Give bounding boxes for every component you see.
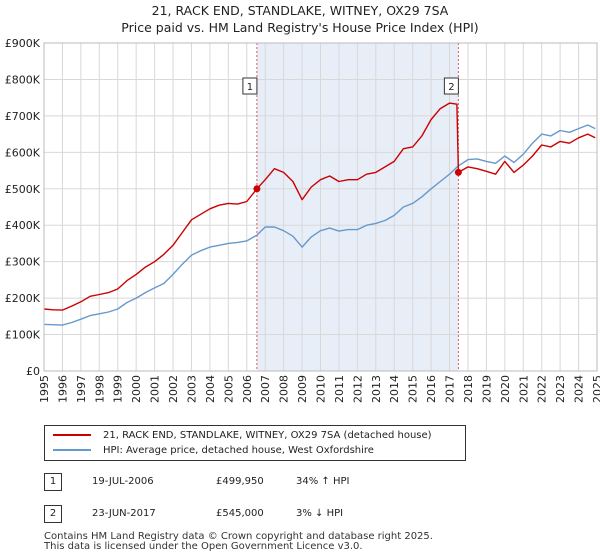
legend-item-hpi: HPI: Average price, detached house, West… xyxy=(53,444,374,458)
legend-label-property: 21, RACK END, STANDLAKE, WITNEY, OX29 7S… xyxy=(103,430,432,441)
footer-licence: This data is licensed under the Open Gov… xyxy=(44,541,363,552)
chart-legend: 21, RACK END, STANDLAKE, WITNEY, OX29 7S… xyxy=(44,425,466,461)
legend-swatch-property xyxy=(53,434,91,436)
footer-copyright: Contains HM Land Registry data © Crown c… xyxy=(44,531,433,542)
x-tick-label: 2013 xyxy=(370,375,383,403)
hpi-series-line xyxy=(43,124,596,326)
chart-title-block: 21, RACK END, STANDLAKE, WITNEY, OX29 7S… xyxy=(0,2,600,36)
chart-subtitle: Price paid vs. HM Land Registry's House … xyxy=(121,20,479,35)
x-tick-label: 2011 xyxy=(333,375,346,403)
sale-badge: 1 xyxy=(44,473,62,491)
x-tick-label: 2021 xyxy=(517,375,530,403)
x-tick-label: 2015 xyxy=(407,375,420,403)
x-tick-label: 2023 xyxy=(554,375,567,403)
chart-title: 21, RACK END, STANDLAKE, WITNEY, OX29 7S… xyxy=(151,3,449,18)
y-tick-label: £800K xyxy=(5,73,41,86)
sale-price: £545,000 xyxy=(216,508,264,519)
y-tick-label: £200K xyxy=(5,292,41,305)
sale-label-box-2 xyxy=(443,77,459,95)
x-tick-label: 2001 xyxy=(149,375,162,403)
x-tick-label: 2017 xyxy=(444,375,457,403)
x-tick-label: 2009 xyxy=(296,375,309,403)
x-tick-label: 1995 xyxy=(38,375,51,403)
x-tick-label: 2004 xyxy=(204,375,217,403)
x-tick-label: 2024 xyxy=(573,375,586,403)
plot-frame xyxy=(43,42,598,372)
sale-label-box-1 xyxy=(242,77,258,95)
y-tick-label: £100K xyxy=(5,329,41,342)
x-tick-label: 2010 xyxy=(315,375,328,403)
sale-hpi-delta: 34% ↑ HPI xyxy=(296,476,350,487)
x-tick-label: 2000 xyxy=(130,375,143,403)
sale-label-2: 2 xyxy=(448,82,454,93)
y-tick-label: £400K xyxy=(5,219,41,232)
x-tick-label: 1997 xyxy=(75,375,88,403)
x-tick-label: 2019 xyxy=(480,375,493,403)
sale-date: 19-JUL-2006 xyxy=(92,476,154,487)
x-tick-label: 2005 xyxy=(222,375,235,403)
price-chart: £0 £100K £200K £300K £400K £500K £600K £700K £80… xyxy=(5,37,600,403)
x-tick-label: 2025 xyxy=(591,375,600,403)
x-tick-label: 2018 xyxy=(462,375,475,403)
x-tick-label: 2016 xyxy=(425,375,438,403)
x-tick-label: 2008 xyxy=(278,375,291,403)
sale-label-1: 1 xyxy=(247,82,253,93)
legend-swatch-hpi xyxy=(53,449,91,451)
x-tick-label: 2020 xyxy=(499,375,512,403)
sale-point-1 xyxy=(253,185,261,193)
legend-label-hpi: HPI: Average price, detached house, West… xyxy=(103,445,374,456)
y-tick-label: £700K xyxy=(5,110,41,123)
sale-date: 23-JUN-2017 xyxy=(92,508,156,519)
sale-point-2 xyxy=(454,168,462,176)
y-tick-label: £900K xyxy=(5,37,41,50)
y-tick-label: £600K xyxy=(5,146,41,159)
x-tick-label: 2014 xyxy=(388,375,401,403)
property-series-line xyxy=(43,102,596,311)
x-tick-label: 2003 xyxy=(185,375,198,403)
sale-price: £499,950 xyxy=(216,476,264,487)
x-tick-label: 2012 xyxy=(351,375,364,403)
x-tick-label: 1999 xyxy=(112,375,125,403)
y-tick-label: £300K xyxy=(5,256,41,269)
x-tick-label: 2006 xyxy=(241,375,254,403)
sale-badge: 2 xyxy=(44,505,62,523)
footer: Contains HM Land Registry data © Crown c… xyxy=(44,532,433,552)
x-tick-label: 2002 xyxy=(167,375,180,403)
sale-hpi-delta: 3% ↓ HPI xyxy=(296,508,344,519)
y-tick-label: £500K xyxy=(5,183,41,196)
x-tick-label: 2022 xyxy=(536,375,549,403)
x-tick-label: 1996 xyxy=(56,375,69,403)
y-tick-label: £0 xyxy=(26,365,40,378)
x-tick-label: 1998 xyxy=(93,375,106,403)
legend-item-property: 21, RACK END, STANDLAKE, WITNEY, OX29 7S… xyxy=(53,429,432,443)
x-tick-label: 2007 xyxy=(259,375,272,403)
